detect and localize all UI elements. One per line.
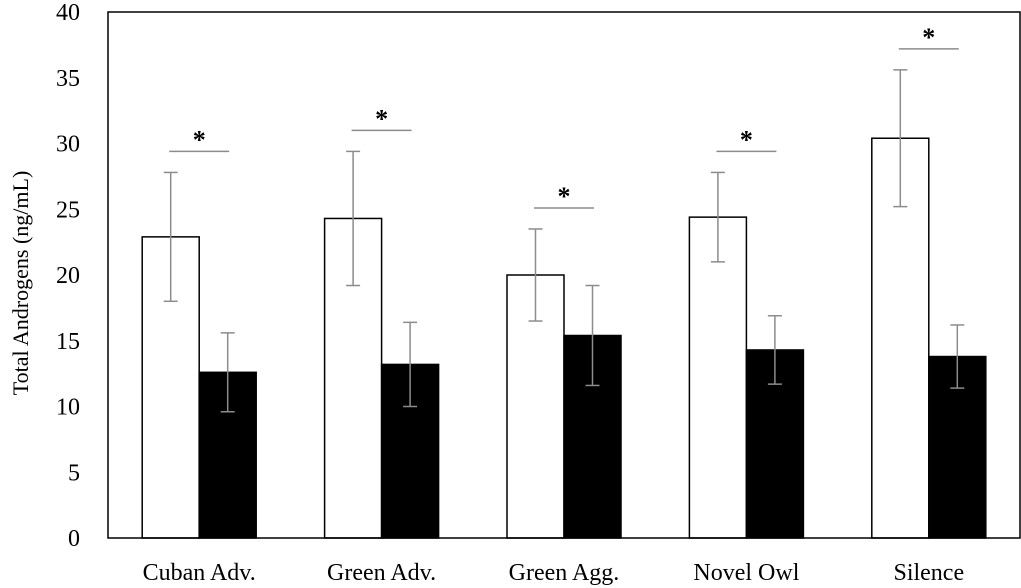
significance-asterisk: * [922, 23, 935, 52]
x-tick-label: Novel Owl [693, 560, 799, 586]
x-tick-label: Green Agg. [509, 560, 620, 586]
y-axis-label: Total Androgens (ng/mL) [8, 171, 33, 396]
y-tick-label: 0 [68, 526, 80, 552]
bar-open [688, 216, 748, 539]
significance-asterisk: * [558, 182, 571, 211]
x-tick-label: Cuban Adv. [143, 560, 256, 586]
x-axis-tick-labels: Cuban Adv. Green Adv. Green Agg. Novel Owl S… [143, 560, 964, 586]
plot-frame [107, 11, 1021, 539]
y-tick-label: 30 [56, 132, 80, 158]
x-tick-label: Silence [893, 560, 964, 586]
significance-markers-group: * * * * * [169, 23, 959, 211]
significance-asterisk: * [193, 125, 206, 154]
y-tick-label: 20 [56, 263, 80, 289]
x-tick-label: Green Adv. [327, 560, 436, 586]
y-tick-label: 25 [56, 197, 80, 223]
y-tick-label: 40 [56, 0, 80, 26]
y-tick-label: 35 [56, 66, 80, 92]
y-tick-label: 5 [68, 460, 80, 486]
y-axis-tick-labels: 0 5 10 15 20 25 30 35 40 [56, 0, 80, 552]
significance-asterisk: * [740, 125, 753, 154]
significance-asterisk: * [375, 104, 388, 133]
y-tick-label: 10 [56, 395, 80, 421]
error-bars-group [163, 69, 965, 413]
bar-filled [380, 363, 440, 539]
y-tick-label: 15 [56, 329, 80, 355]
